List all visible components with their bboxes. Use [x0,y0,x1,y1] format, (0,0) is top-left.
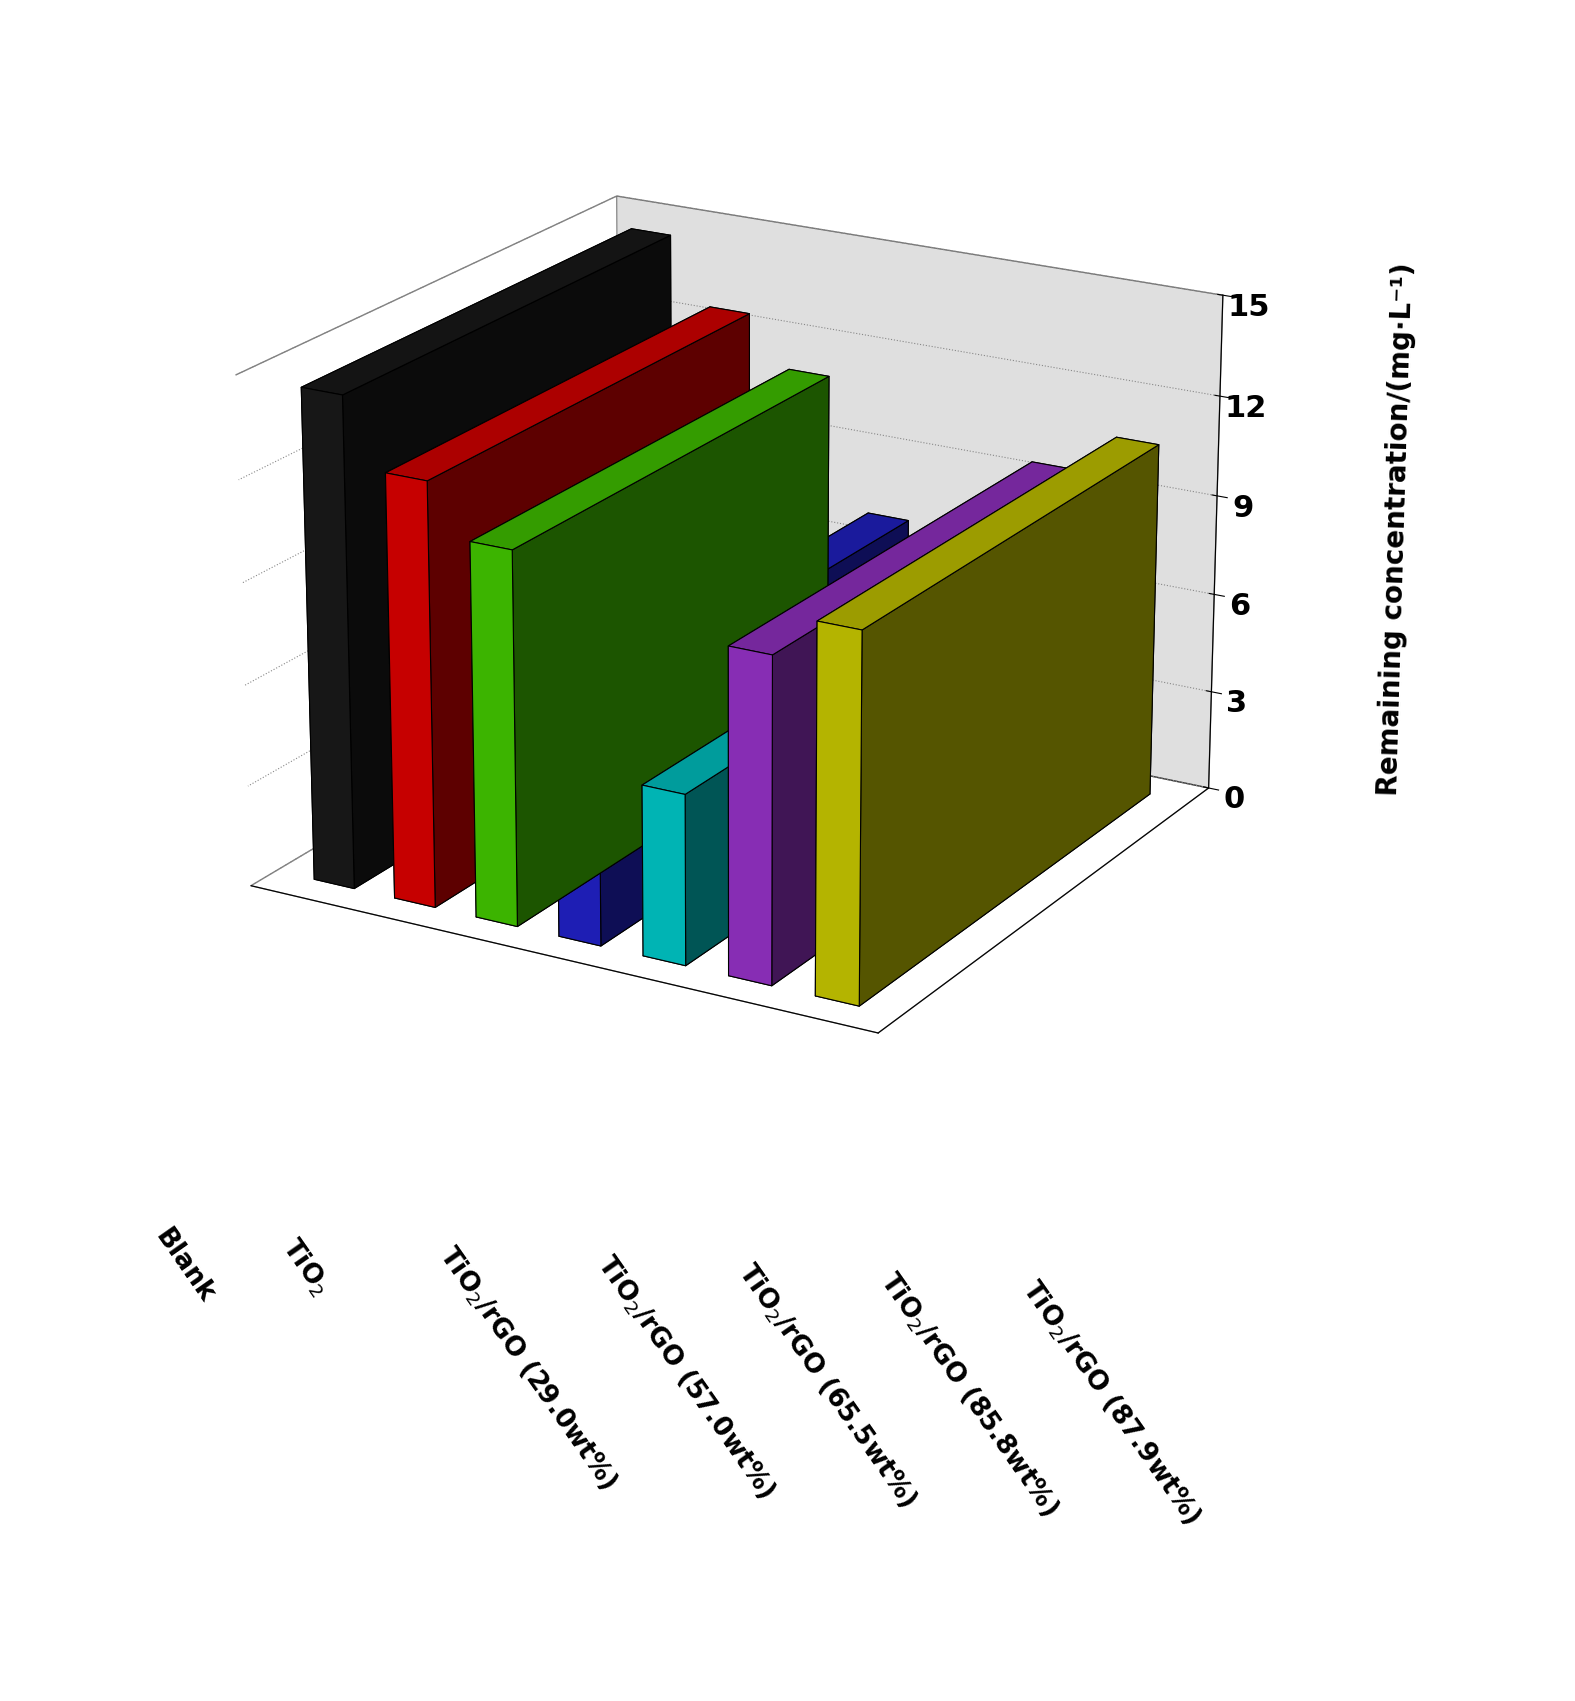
Text: TiO$_2$/rGO (85.8wt%): TiO$_2$/rGO (85.8wt%) [874,1267,1063,1521]
Text: TiO$_2$: TiO$_2$ [276,1233,334,1300]
Text: TiO$_2$/rGO (87.9wt%): TiO$_2$/rGO (87.9wt%) [1016,1276,1206,1529]
Text: TiO$_2$/rGO (29.0wt%): TiO$_2$/rGO (29.0wt%) [433,1242,622,1495]
Text: TiO$_2$/rGO (65.5wt%): TiO$_2$/rGO (65.5wt%) [732,1259,923,1512]
Text: TiO$_2$/rGO (57.0wt%): TiO$_2$/rGO (57.0wt%) [591,1250,780,1504]
Text: Blank: Blank [150,1225,219,1308]
